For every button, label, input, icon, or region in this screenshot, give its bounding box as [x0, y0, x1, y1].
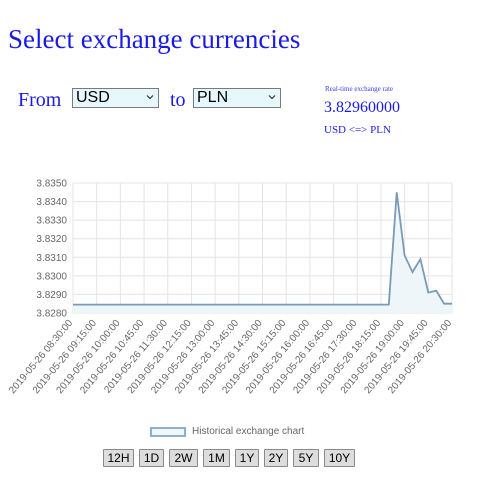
range-button-10y[interactable]: 10Y	[324, 449, 355, 467]
exchange-rate-chart: 3.8350 3.8340 3.8330 3.8320 3.8310 3.8300 3.82…	[7, 179, 454, 397]
realtime-currency-pair: USD <=> PLN	[324, 124, 391, 136]
y-tick-label: 3.8280	[36, 309, 67, 320]
series-area	[73, 192, 452, 313]
range-button-2w[interactable]: 2W	[169, 449, 198, 467]
range-button-5y[interactable]: 5Y	[293, 449, 319, 467]
legend-label: Historical exchange chart	[192, 426, 305, 437]
to-currency-select[interactable]: PLN	[193, 88, 281, 108]
from-label: From	[18, 89, 62, 111]
series-line	[73, 192, 452, 306]
chevron-down-icon	[268, 95, 276, 100]
range-button-2y[interactable]: 2Y	[264, 449, 288, 467]
to-currency-value: PLN	[197, 89, 229, 106]
y-tick-label: 3.8320	[36, 234, 67, 245]
realtime-rate-value: 3.82960000	[324, 99, 400, 116]
to-label: to	[170, 89, 186, 111]
from-currency-select[interactable]: USD	[72, 88, 159, 108]
legend-swatch	[150, 427, 186, 437]
range-button-1y[interactable]: 1Y	[235, 449, 259, 467]
range-button-12h[interactable]: 12H	[103, 449, 134, 467]
from-currency-value: USD	[76, 89, 110, 106]
y-tick-label: 3.8290	[36, 290, 67, 301]
page-title: Select exchange currencies	[8, 24, 301, 54]
range-button-1m[interactable]: 1M	[203, 449, 230, 467]
y-tick-label: 3.8330	[36, 216, 67, 227]
range-button-1d[interactable]: 1D	[139, 449, 164, 467]
realtime-rate-label: Real-time exchange rate	[325, 85, 394, 93]
y-tick-label: 3.8350	[36, 179, 67, 190]
y-tick-label: 3.8340	[36, 197, 67, 208]
y-tick-label: 3.8300	[36, 271, 67, 282]
y-tick-label: 3.8310	[36, 253, 67, 264]
chevron-down-icon	[146, 95, 154, 100]
